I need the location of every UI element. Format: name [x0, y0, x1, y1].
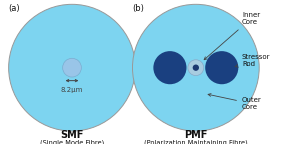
Circle shape [9, 4, 135, 131]
Text: Stressor
Rod: Stressor Rod [235, 54, 270, 67]
Circle shape [153, 51, 187, 84]
Circle shape [63, 58, 81, 77]
Circle shape [193, 65, 199, 71]
Text: Inner
Core: Inner Core [204, 12, 260, 60]
Text: (b): (b) [133, 4, 144, 13]
Text: PMF: PMF [184, 130, 208, 140]
Circle shape [188, 60, 204, 76]
Text: (a): (a) [9, 4, 20, 13]
Circle shape [205, 51, 238, 84]
Text: 8.2μm: 8.2μm [61, 87, 83, 93]
Text: SMF: SMF [60, 130, 84, 140]
Text: Outer
Core: Outer Core [208, 94, 262, 110]
Text: (Polarization Maintaining Fibre): (Polarization Maintaining Fibre) [144, 139, 248, 144]
Text: (Single Mode Fibre): (Single Mode Fibre) [40, 139, 104, 144]
Circle shape [133, 4, 259, 131]
